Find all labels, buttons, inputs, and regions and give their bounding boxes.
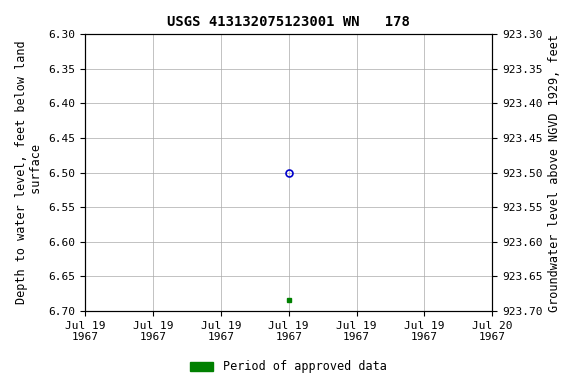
Y-axis label: Depth to water level, feet below land
 surface: Depth to water level, feet below land su… — [15, 41, 43, 305]
Y-axis label: Groundwater level above NGVD 1929, feet: Groundwater level above NGVD 1929, feet — [548, 34, 561, 311]
Legend: Period of approved data: Period of approved data — [185, 356, 391, 378]
Title: USGS 413132075123001 WN   178: USGS 413132075123001 WN 178 — [167, 15, 410, 29]
